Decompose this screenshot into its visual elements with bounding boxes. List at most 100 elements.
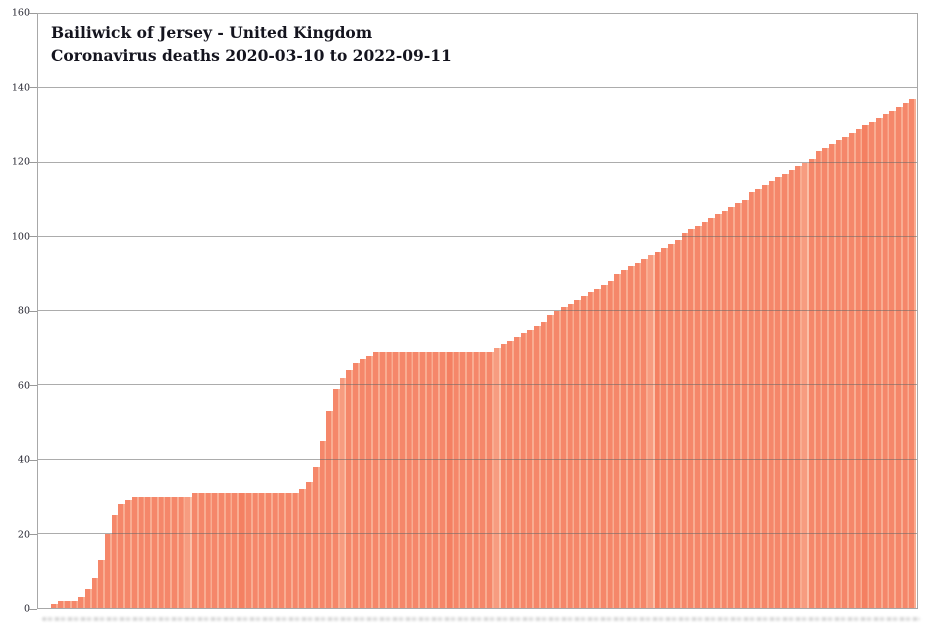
bar-week-48 [359,359,367,608]
bar-week-109 [768,181,776,608]
y-axis-label-80: 80 [17,305,30,317]
bar-week-117 [822,147,829,608]
bar-week-101 [715,214,722,608]
bar-week-85 [607,281,615,608]
bar-week-37 [286,492,293,608]
bar-week-124 [869,121,876,608]
bar-week-49 [366,355,374,608]
y-axis-tick-80 [29,310,37,312]
bar-week-127 [889,110,896,608]
bar-week-95 [674,240,682,608]
y-axis-label-100: 100 [11,231,30,242]
bar-week-110 [775,177,783,608]
bar-week-56 [413,351,421,608]
bar-week-125 [875,117,883,608]
bar-week-77 [554,311,561,608]
bar-week-112 [788,169,796,608]
bar-week-59 [433,351,441,608]
y-axis-tick-60 [29,385,37,386]
bar-week-5 [71,600,79,608]
bar-week-79 [567,303,575,608]
y-axis-tick-100 [29,236,37,237]
bar-week-90 [641,259,648,608]
bar-week-119 [835,140,843,608]
y-axis-label-0: 0 [23,603,30,615]
bar-week-72 [520,333,528,608]
bar-week-91 [647,255,655,608]
bar-week-57 [420,351,427,608]
bar-week-63 [460,351,467,608]
bar-week-34 [265,492,273,608]
bar-week-96 [681,233,689,608]
bar-week-36 [279,492,287,608]
bar-week-130 [909,99,917,608]
bar-week-32 [252,492,260,608]
bar-week-84 [601,285,608,608]
bar-week-129 [902,103,910,608]
bar-week-80 [574,299,581,608]
bar-week-118 [828,143,836,608]
bar-week-40 [306,481,313,608]
bar-week-6 [78,596,85,608]
bar-week-116 [815,151,823,608]
gridline-y-20 [38,532,917,534]
bar-week-74 [534,325,541,608]
bar-week-51 [379,351,387,608]
bar-week-86 [614,273,622,608]
bar-week-93 [661,247,669,608]
bar-week-64 [467,351,474,608]
y-axis-label-60: 60 [17,380,30,391]
x-axis-labels-blurred [42,617,920,621]
gridline-y-80 [38,310,917,311]
bar-week-62 [453,351,461,608]
bar-week-41 [312,466,320,608]
y-axis-tick-20 [29,534,37,535]
bar-week-11 [111,515,119,608]
gridline-y-100 [38,235,917,237]
gridline-y-60 [38,384,917,386]
bar-week-94 [668,244,675,608]
bar-week-89 [634,262,642,608]
bar-week-102 [721,210,729,608]
bar-week-106 [748,192,756,608]
bar-week-22 [185,496,193,608]
bar-week-12 [118,504,126,608]
bar-week-60 [440,351,447,608]
bar-week-52 [386,351,394,608]
bar-week-71 [513,337,521,608]
bar-week-23 [192,492,199,608]
bar-week-15 [138,496,146,608]
bar-week-16 [145,496,152,608]
bar-week-19 [165,496,173,608]
bar-week-33 [259,492,266,608]
bars-layer [38,14,917,608]
bar-week-69 [500,344,508,608]
bar-week-70 [507,340,514,608]
bar-week-114 [802,162,809,608]
bar-week-4 [64,600,72,608]
bar-week-43 [326,411,333,608]
bar-week-115 [808,158,816,608]
bar-week-128 [896,106,903,608]
bar-week-73 [527,329,535,608]
gridline-y-120 [38,161,917,163]
bar-week-25 [205,492,213,608]
bar-week-39 [299,489,307,608]
bar-week-76 [547,314,555,608]
y-axis-label-120: 120 [11,156,30,168]
bar-week-55 [406,351,414,608]
bar-week-20 [172,496,179,608]
bar-week-30 [239,492,246,608]
bar-week-17 [151,496,159,608]
y-axis-tick-160 [29,12,37,14]
bar-week-98 [694,225,702,608]
y-axis-tick-0 [29,608,37,610]
y-axis: 0 20 40 60 80 100 120 140 160 [0,8,37,615]
bar-week-13 [125,500,132,608]
bar-week-3 [58,600,65,608]
bar-week-67 [487,351,494,608]
bar-week-66 [480,351,488,608]
bar-week-100 [708,218,716,608]
bar-week-120 [842,136,850,608]
chart-subtitle: Coronavirus deaths 2020-03-10 to 2022-09… [51,46,452,65]
